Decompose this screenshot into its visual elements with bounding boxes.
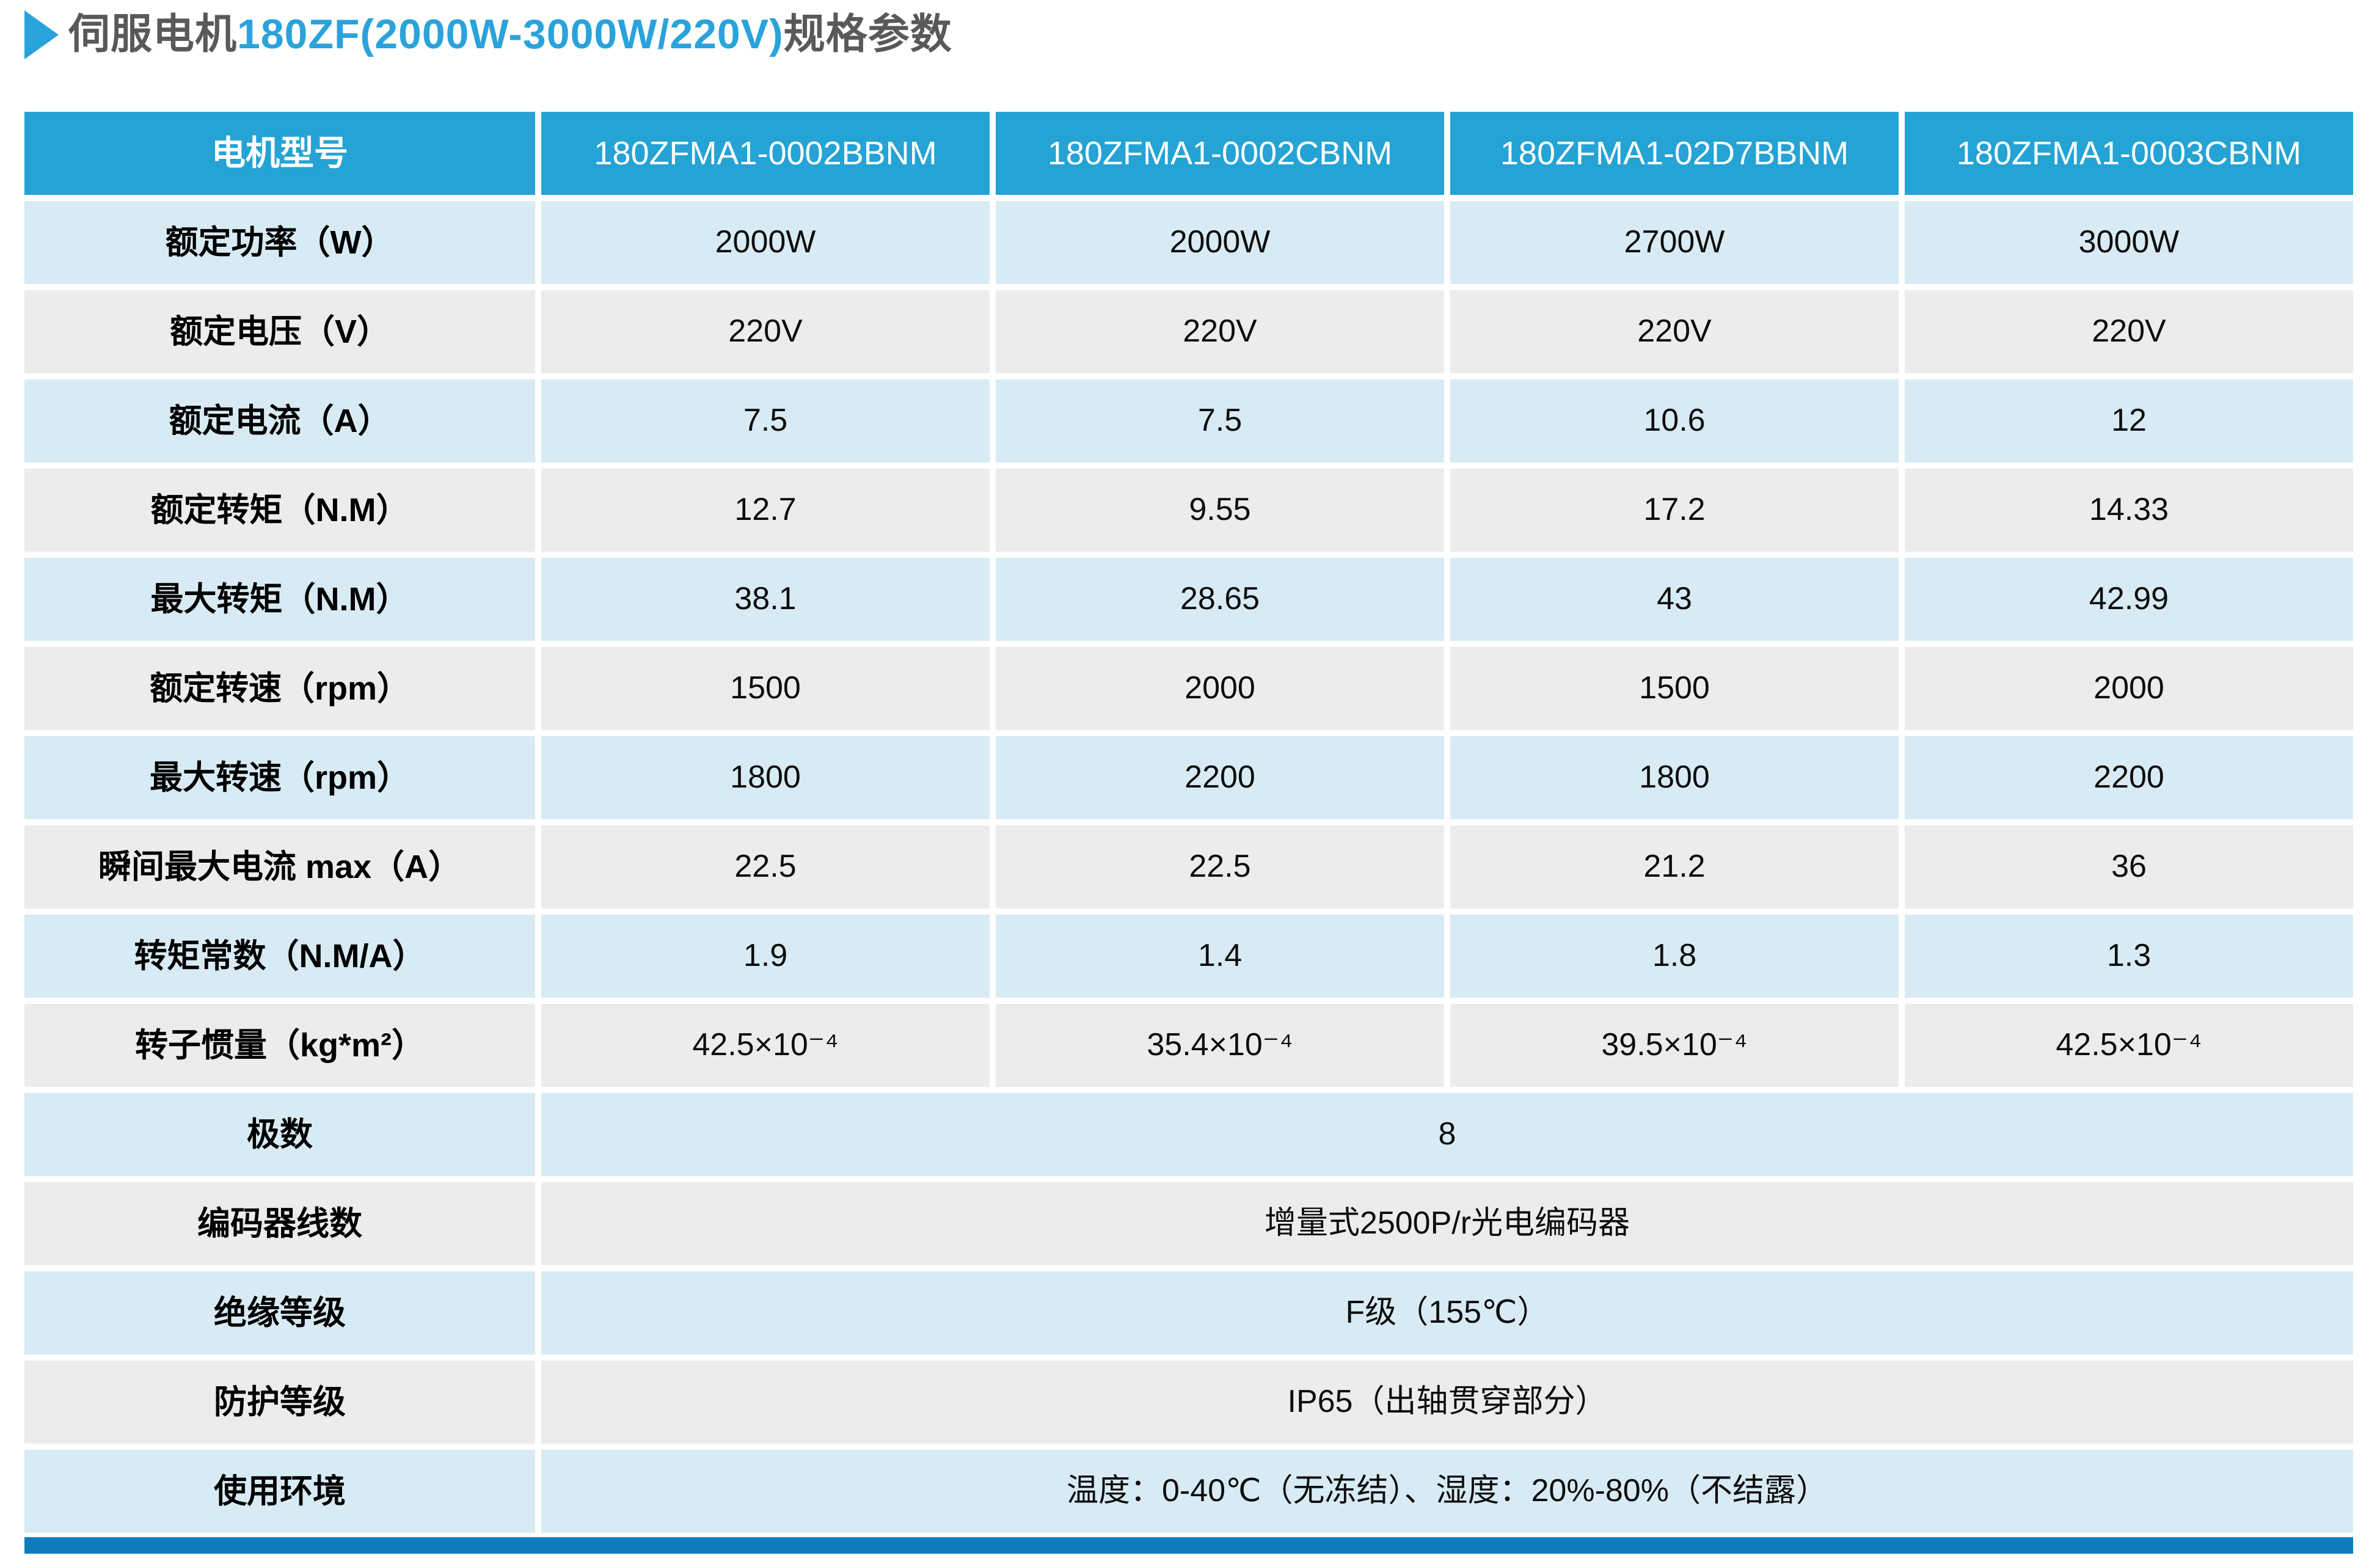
rated-current-value: 7.5 xyxy=(996,379,1444,462)
instant-max-current-value: 36 xyxy=(1905,825,2353,908)
header-model-4: 180ZFMA1-0003CBNM xyxy=(1905,112,2353,195)
rated-speed-value: 2000 xyxy=(996,647,1444,730)
operating-environment-label: 使用环境 xyxy=(24,1450,535,1533)
instant-max-current-value: 22.5 xyxy=(996,825,1444,908)
rated-current-value: 10.6 xyxy=(1450,379,1899,462)
rated-torque-value: 9.55 xyxy=(996,469,1444,552)
rated-voltage-label: 额定电压（V） xyxy=(24,290,535,373)
pole-count-label: 极数 xyxy=(24,1093,535,1176)
rated-current-value: 7.5 xyxy=(541,379,990,462)
max-torque-value: 28.65 xyxy=(996,558,1444,641)
max-speed-value: 1800 xyxy=(541,736,990,819)
rotor-inertia-value: 35.4×10⁻⁴ xyxy=(996,1004,1444,1087)
torque-constant-value: 1.3 xyxy=(1905,915,2353,998)
header-model-3: 180ZFMA1-02D7BBNM xyxy=(1450,112,1899,195)
pole-count-value: 8 xyxy=(541,1093,2353,1176)
title-prefix: 伺服电机 xyxy=(68,11,238,57)
header-motor-model: 电机型号 xyxy=(24,112,535,195)
page-title-text: 伺服电机180ZF(2000W-3000W/220V)规格参数 xyxy=(68,10,952,60)
torque-constant-label: 转矩常数（N.M/A） xyxy=(24,915,535,998)
bottom-accent-bar xyxy=(24,1537,2353,1554)
max-speed-value: 2200 xyxy=(1905,736,2353,819)
rotor-inertia-value: 39.5×10⁻⁴ xyxy=(1450,1004,1899,1087)
instant-max-current-label: 瞬间最大电流 max（A） xyxy=(24,825,535,908)
motor-spec-table: 电机型号 180ZFMA1-0002BBNM 180ZFMA1-0002CBNM… xyxy=(24,112,2353,1533)
title-arrow-icon xyxy=(24,10,59,59)
rated-power-label: 额定功率（W） xyxy=(24,201,535,284)
protection-class-label: 防护等级 xyxy=(24,1361,535,1444)
torque-constant-value: 1.9 xyxy=(541,915,990,998)
insulation-class-label: 绝缘等级 xyxy=(24,1271,535,1354)
header-model-2: 180ZFMA1-0002CBNM xyxy=(996,112,1444,195)
title-suffix: 规格参数 xyxy=(783,11,952,57)
header-model-1: 180ZFMA1-0002BBNM xyxy=(541,112,990,195)
encoder-lines-value: 增量式2500P/r光电编码器 xyxy=(541,1182,2353,1265)
rotor-inertia-value: 42.5×10⁻⁴ xyxy=(541,1004,990,1087)
rated-voltage-value: 220V xyxy=(541,290,990,373)
rated-current-label: 额定电流（A） xyxy=(24,379,535,462)
rated-torque-value: 12.7 xyxy=(541,469,990,552)
encoder-lines-label: 编码器线数 xyxy=(24,1182,535,1265)
max-speed-value: 1800 xyxy=(1450,736,1899,819)
rated-torque-label: 额定转矩（N.M） xyxy=(24,469,535,552)
rated-power-value: 3000W xyxy=(1905,201,2353,284)
rated-current-value: 12 xyxy=(1905,379,2353,462)
rated-torque-value: 14.33 xyxy=(1905,469,2353,552)
insulation-class-value: F级（155℃） xyxy=(541,1271,2353,1354)
max-torque-value: 38.1 xyxy=(541,558,990,641)
rotor-inertia-label: 转子惯量（kg*m²） xyxy=(24,1004,535,1087)
rotor-inertia-value: 42.5×10⁻⁴ xyxy=(1905,1004,2353,1087)
rated-power-value: 2700W xyxy=(1450,201,1899,284)
rated-voltage-value: 220V xyxy=(1450,290,1899,373)
rated-power-value: 2000W xyxy=(996,201,1444,284)
operating-environment-value: 温度：0-40℃（无冻结）、湿度：20%-80%（不结露） xyxy=(541,1450,2353,1533)
torque-constant-value: 1.4 xyxy=(996,915,1444,998)
rated-torque-value: 17.2 xyxy=(1450,469,1899,552)
rated-power-value: 2000W xyxy=(541,201,990,284)
rated-speed-value: 1500 xyxy=(1450,647,1899,730)
max-torque-value: 43 xyxy=(1450,558,1899,641)
rated-speed-label: 额定转速（rpm） xyxy=(24,647,535,730)
rated-voltage-value: 220V xyxy=(1905,290,2353,373)
max-torque-label: 最大转矩（N.M） xyxy=(24,558,535,641)
rated-speed-value: 2000 xyxy=(1905,647,2353,730)
instant-max-current-value: 21.2 xyxy=(1450,825,1899,908)
max-speed-label: 最大转速（rpm） xyxy=(24,736,535,819)
max-torque-value: 42.99 xyxy=(1905,558,2353,641)
protection-class-value: IP65（出轴贯穿部分） xyxy=(541,1361,2353,1444)
title-model-range: 180ZF(2000W-3000W/220V) xyxy=(237,11,784,57)
instant-max-current-value: 22.5 xyxy=(541,825,990,908)
torque-constant-value: 1.8 xyxy=(1450,915,1899,998)
rated-speed-value: 1500 xyxy=(541,647,990,730)
page-title: 伺服电机180ZF(2000W-3000W/220V)规格参数 xyxy=(24,10,952,60)
max-speed-value: 2200 xyxy=(996,736,1444,819)
rated-voltage-value: 220V xyxy=(996,290,1444,373)
